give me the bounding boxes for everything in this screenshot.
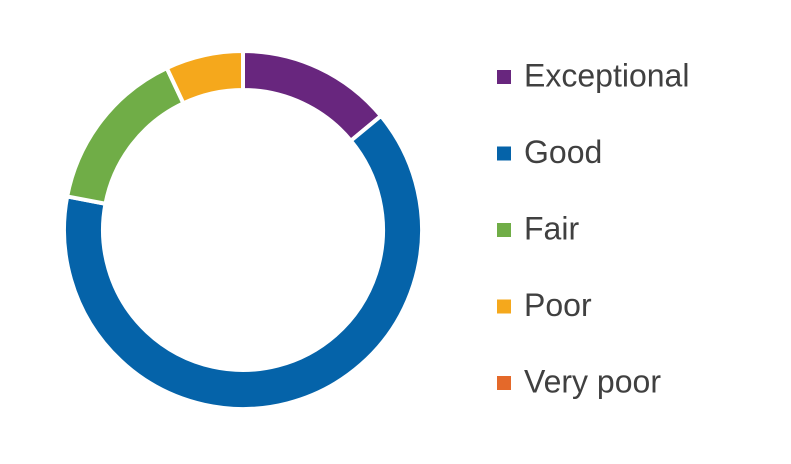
donut-slice (64, 65, 187, 207)
legend-label: Exceptional (524, 57, 689, 93)
legend-label: Good (524, 134, 602, 170)
legend-label: Very poor (524, 363, 661, 399)
legend-swatch (497, 376, 511, 390)
legend-label: Poor (524, 287, 592, 323)
legend-swatch (497, 299, 511, 314)
donut-slice (62, 113, 424, 411)
donut-slice (241, 48, 384, 144)
legend-label: Fair (524, 210, 579, 246)
legend-swatch (497, 70, 511, 84)
legend-swatch (497, 223, 511, 237)
legend-swatch (497, 146, 511, 161)
donut-slice (164, 48, 245, 106)
